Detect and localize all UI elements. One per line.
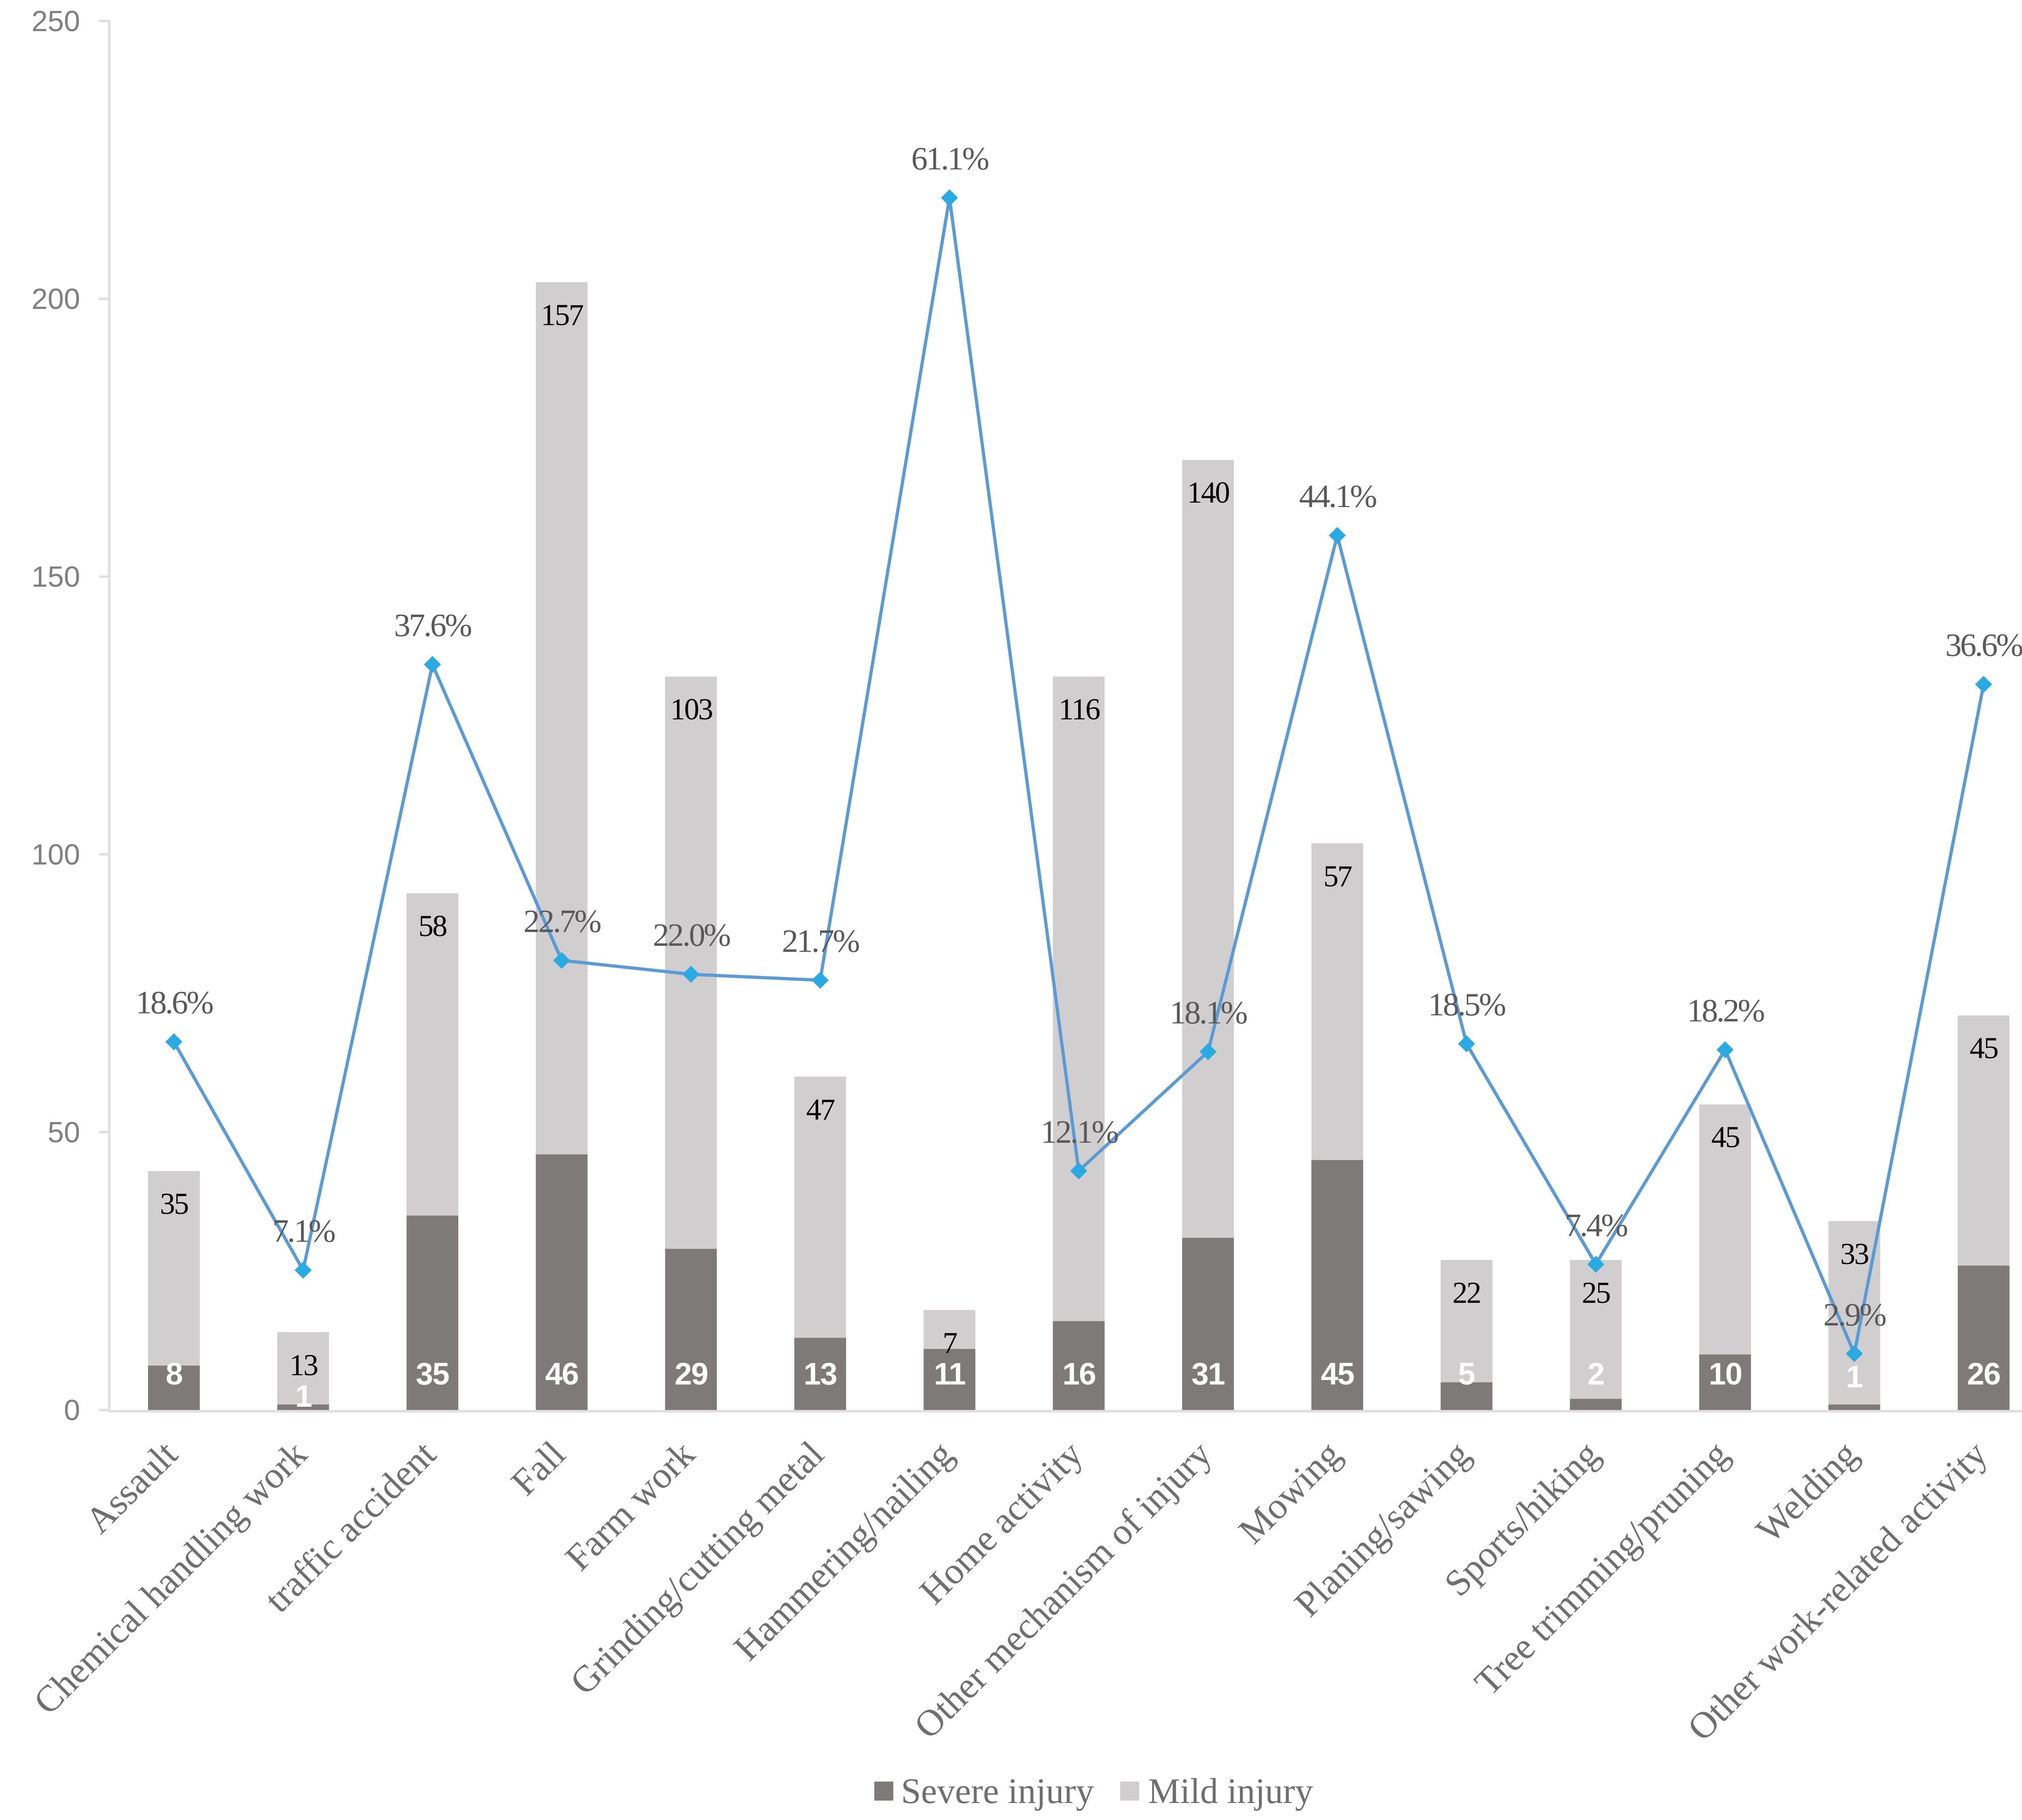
svg-text:200: 200 [32,283,80,315]
svg-text:50: 50 [48,1116,80,1149]
svg-text:22.0%: 22.0% [653,917,730,953]
svg-text:33: 33 [1840,1237,1869,1271]
svg-text:45: 45 [1711,1120,1740,1154]
svg-text:21.7%: 21.7% [782,923,859,959]
svg-text:0: 0 [64,1394,80,1427]
svg-text:8: 8 [166,1357,182,1391]
svg-text:37.6%: 37.6% [394,607,471,643]
svg-text:13: 13 [804,1357,837,1391]
svg-text:5: 5 [1458,1357,1475,1391]
svg-text:61.1%: 61.1% [911,140,988,177]
svg-text:31: 31 [1191,1357,1225,1391]
svg-text:58: 58 [419,909,447,943]
svg-text:100: 100 [32,839,80,871]
svg-text:157: 157 [541,298,583,332]
svg-text:11: 11 [934,1357,965,1391]
svg-text:45: 45 [1970,1032,1998,1065]
svg-text:1: 1 [295,1379,312,1414]
svg-text:2.9%: 2.9% [1823,1296,1886,1333]
svg-text:16: 16 [1062,1357,1096,1391]
svg-text:150: 150 [32,561,80,593]
svg-text:Mild injury: Mild injury [1148,1771,1313,1811]
svg-text:47: 47 [806,1093,835,1127]
svg-text:36.6%: 36.6% [1945,627,2022,663]
svg-text:45: 45 [1321,1357,1354,1391]
svg-text:18.5%: 18.5% [1428,986,1505,1023]
svg-text:12.1%: 12.1% [1041,1114,1118,1150]
svg-text:2: 2 [1588,1357,1604,1391]
svg-text:1: 1 [1846,1359,1863,1394]
svg-text:7.4%: 7.4% [1565,1207,1627,1243]
svg-text:18.2%: 18.2% [1687,992,1764,1029]
svg-text:22.7%: 22.7% [523,903,601,939]
svg-text:35: 35 [160,1187,188,1221]
svg-text:250: 250 [32,5,80,38]
svg-text:29: 29 [675,1357,708,1391]
svg-text:18.1%: 18.1% [1170,994,1247,1031]
svg-text:35: 35 [416,1357,449,1391]
svg-text:Severe injury: Severe injury [901,1771,1094,1811]
svg-text:25: 25 [1582,1276,1610,1310]
svg-text:13: 13 [290,1349,318,1382]
svg-text:26: 26 [1967,1357,2000,1391]
svg-text:18.6%: 18.6% [135,984,213,1021]
svg-text:22: 22 [1453,1276,1481,1310]
svg-text:44.1%: 44.1% [1299,478,1376,514]
svg-text:140: 140 [1187,476,1229,509]
svg-text:10: 10 [1709,1357,1742,1391]
svg-text:57: 57 [1324,860,1352,893]
svg-text:103: 103 [670,693,712,726]
svg-text:116: 116 [1059,693,1100,726]
svg-text:46: 46 [545,1357,578,1391]
svg-text:7: 7 [943,1326,957,1360]
svg-text:7.1%: 7.1% [273,1213,335,1249]
